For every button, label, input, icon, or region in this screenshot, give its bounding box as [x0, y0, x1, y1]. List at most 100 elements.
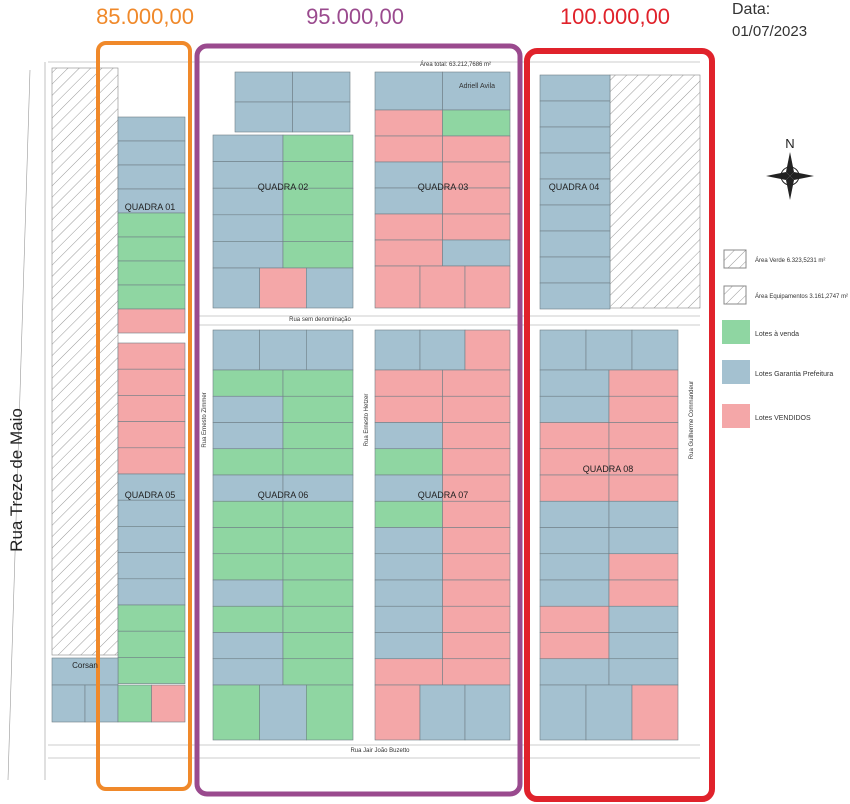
- lot: [117, 116, 186, 142]
- lot: [631, 329, 679, 371]
- lot: [282, 369, 354, 397]
- price-zone: [96, 41, 192, 791]
- lot: [212, 134, 284, 162]
- lot: [212, 553, 284, 581]
- legend-swatch: [722, 320, 750, 344]
- lot: [306, 684, 354, 741]
- lot: [212, 329, 260, 371]
- lot: [212, 369, 284, 397]
- lot: [117, 260, 186, 286]
- lot: [117, 236, 186, 262]
- lot: [631, 684, 679, 741]
- lots: [51, 71, 679, 741]
- lot: [212, 658, 284, 686]
- lot: [212, 474, 284, 502]
- lot: [539, 658, 610, 686]
- lot: [282, 553, 354, 581]
- lot: [212, 395, 284, 423]
- legend: Área Verde 6.323,5231 m² Área Equipament…: [722, 249, 848, 428]
- price: 100.000,00: [560, 4, 670, 29]
- lot: [259, 684, 307, 741]
- lot: [374, 684, 421, 741]
- legend-label: Área Verde 6.323,5231 m²: [755, 257, 825, 264]
- lot: [282, 527, 354, 555]
- lot: [282, 605, 354, 633]
- lot: [539, 605, 610, 633]
- lot: [212, 161, 284, 189]
- lot: [539, 204, 611, 232]
- legend-swatch: [722, 360, 750, 384]
- date-label: Data:: [732, 1, 770, 18]
- lot: [539, 553, 610, 581]
- lot: [282, 134, 354, 162]
- lot: [259, 329, 307, 371]
- lot: [539, 329, 587, 371]
- lot: [539, 474, 610, 502]
- equipment-area: [609, 74, 701, 309]
- lot: [442, 135, 511, 163]
- lot: [374, 265, 421, 309]
- lot: [442, 187, 511, 215]
- lot: [539, 126, 611, 154]
- block-label: QUADRA 03: [418, 182, 469, 192]
- lot: [539, 74, 611, 102]
- labels: QUADRA 01 QUADRA 02 QUADRA 03 QUADRA 04 QUAD…: [72, 83, 633, 670]
- legend-label: Área Equipamentos 3.161,2747 m²: [755, 293, 848, 300]
- date: 01/07/2023: [732, 23, 807, 40]
- lot: [442, 527, 511, 555]
- lot: [608, 500, 679, 528]
- price-zone: [524, 48, 715, 802]
- lot: [442, 422, 511, 450]
- lot: [608, 422, 679, 450]
- lot: [464, 329, 511, 371]
- lot: [608, 448, 679, 476]
- lot: [442, 474, 511, 502]
- lot: [117, 684, 152, 723]
- lot: [117, 552, 186, 580]
- lot: [117, 657, 186, 684]
- owner-label: Corsan: [72, 661, 98, 670]
- lot: [374, 500, 443, 528]
- lot: [282, 500, 354, 528]
- lot: [212, 632, 284, 660]
- lot: [282, 632, 354, 660]
- lot: [374, 605, 443, 633]
- lot: [212, 500, 284, 528]
- area-total: Área total: 63.212,7686 m²: [420, 61, 491, 68]
- lot: [117, 368, 186, 396]
- lot: [608, 632, 679, 660]
- lot: [374, 553, 443, 581]
- street-name: Rua sem denominação: [289, 317, 351, 323]
- lot: [539, 448, 610, 476]
- lot: [442, 448, 511, 476]
- lot: [374, 187, 443, 215]
- lot: [117, 578, 186, 606]
- lot: [212, 267, 260, 309]
- block-label: QUADRA 05: [125, 490, 176, 500]
- lot: [212, 448, 284, 476]
- block-label: QUADRA 01: [125, 202, 176, 212]
- lot: [539, 282, 611, 310]
- legend-swatch: [723, 249, 747, 269]
- lot: [539, 632, 610, 660]
- lot: [608, 579, 679, 607]
- lot: [374, 135, 443, 163]
- lot: [117, 140, 186, 166]
- lot: [442, 213, 511, 241]
- lot: [608, 553, 679, 581]
- price: 85.000,00: [96, 4, 194, 29]
- block-label: QUADRA 02: [258, 182, 309, 192]
- lot: [212, 187, 284, 216]
- lot: [282, 579, 354, 607]
- legend-label: Lotes Garantia Prefeitura: [755, 371, 833, 378]
- lot: [539, 395, 610, 423]
- lot: [442, 109, 511, 137]
- lot: [282, 241, 354, 269]
- lot: [117, 473, 186, 501]
- lot: [585, 329, 633, 371]
- legend-label: Lotes à venda: [755, 331, 799, 338]
- lot: [259, 267, 307, 309]
- lot: [374, 448, 443, 476]
- lot: [212, 422, 284, 450]
